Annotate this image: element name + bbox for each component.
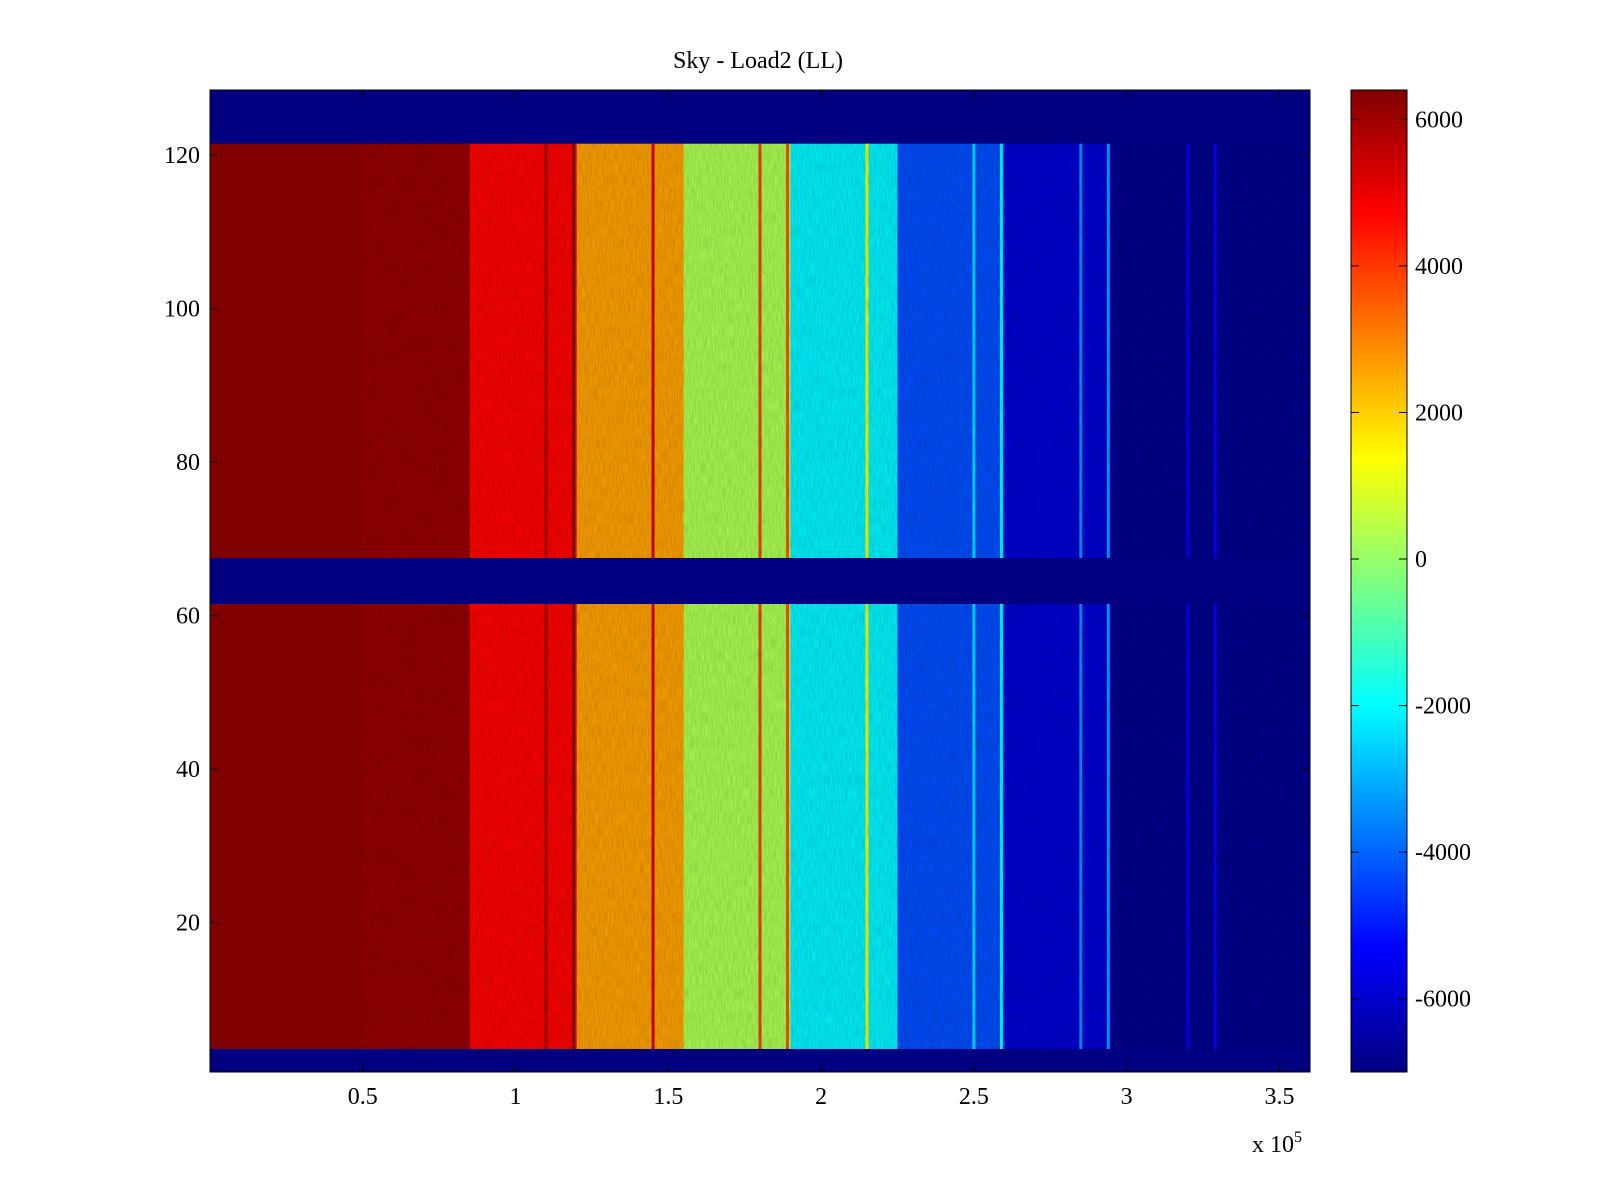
colorbar-tick-label: 2000 — [1415, 400, 1463, 426]
x-tick-label: 1 — [510, 1084, 522, 1110]
noise-overlay — [362, 143, 1310, 558]
plot-area — [210, 90, 1310, 1072]
x-tick-label: 0.5 — [348, 1084, 378, 1110]
noise-overlay — [362, 604, 1310, 1049]
x-tick-label: 3 — [1121, 1084, 1133, 1110]
plot-frame — [209, 89, 1311, 1073]
colorbar-tick-label: 0 — [1415, 547, 1427, 573]
heatmap-cell — [210, 143, 364, 558]
colorbar-ticks: 6000 4000 2000 0 -2000 -4000 -6000 — [1351, 107, 1471, 1013]
y-tick-label: 120 — [164, 143, 200, 169]
chart-title: Sky - Load2 (LL) — [673, 48, 843, 74]
x-axis-exponent: x 105 — [1252, 1129, 1302, 1158]
colorbar: 6000 4000 2000 0 -2000 -4000 -6000 — [1350, 89, 1471, 1073]
colorbar-tick-label: -2000 — [1415, 694, 1471, 720]
x-exponent-base: x 10 — [1252, 1132, 1294, 1158]
colorbar-tick-label: 6000 — [1415, 107, 1463, 133]
y-tick-label: 100 — [164, 297, 200, 323]
x-axis: 0.5 1 1.5 2 2.5 3 3.5 — [348, 90, 1294, 1110]
x-tick-label: 1.5 — [653, 1084, 683, 1110]
y-tick-label: 60 — [176, 604, 200, 630]
x-tick-label: 2 — [815, 1084, 827, 1110]
x-tick-label: 3.5 — [1264, 1084, 1294, 1110]
y-tick-label: 80 — [176, 450, 200, 476]
x-exponent-power: 5 — [1294, 1129, 1302, 1146]
colorbar-tick-label: -4000 — [1415, 840, 1471, 866]
colorbar-tick-label: 4000 — [1415, 254, 1463, 280]
x-tick-label: 2.5 — [959, 1084, 989, 1110]
colorbar-gradient — [1350, 89, 1408, 1073]
y-axis: 20 40 60 80 100 120 — [164, 143, 1310, 936]
heatmap-cell — [210, 604, 364, 1049]
y-tick-label: 20 — [176, 910, 200, 936]
y-tick-label: 40 — [176, 757, 200, 783]
noise-texture — [362, 143, 1310, 1049]
colorbar-tick-label: -6000 — [1415, 987, 1471, 1013]
